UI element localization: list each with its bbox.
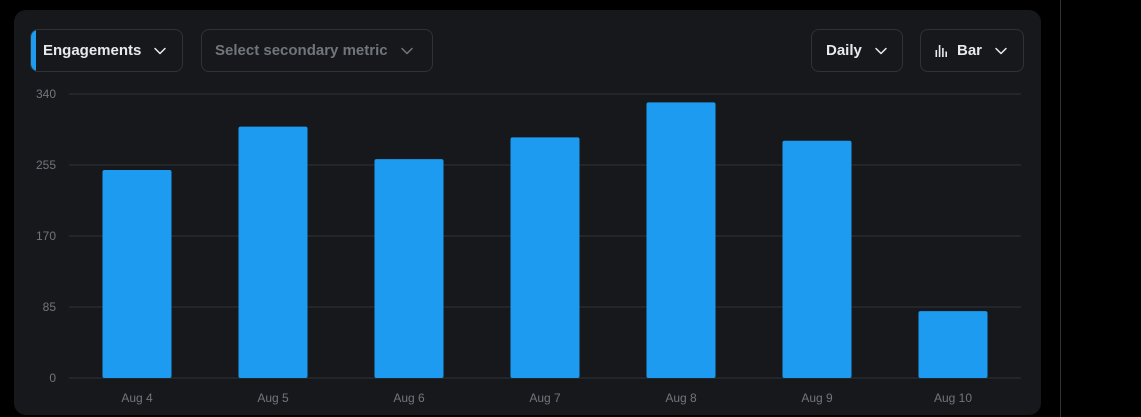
bar-aug-10[interactable]	[918, 311, 988, 378]
chevron-down-icon	[400, 44, 414, 58]
metric-accent-bar	[31, 30, 36, 71]
chevron-down-icon	[874, 44, 888, 58]
chevron-down-icon	[153, 44, 167, 58]
analytics-card: Engagements Select secondary metric Dail…	[14, 10, 1041, 415]
y-tick-label: 340	[36, 87, 56, 101]
primary-metric-label: Engagements	[43, 42, 142, 59]
bar-aug-4[interactable]	[102, 170, 172, 378]
x-tick-label: Aug 8	[665, 391, 697, 405]
x-tick-label: Aug 5	[257, 391, 289, 405]
y-tick-label: 0	[49, 371, 56, 385]
chart-type-dropdown[interactable]: Bar	[920, 29, 1024, 72]
bar-aug-6[interactable]	[374, 159, 444, 378]
x-tick-label: Aug 6	[393, 391, 425, 405]
secondary-metric-dropdown[interactable]: Select secondary metric	[201, 29, 433, 72]
y-tick-label: 85	[43, 300, 57, 314]
chart-type-label: Bar	[957, 42, 983, 59]
x-tick-label: Aug 7	[529, 391, 561, 405]
x-tick-label: Aug 4	[121, 391, 153, 405]
y-tick-label: 170	[36, 229, 56, 243]
bar-chart: 0 85 170 255 340 Aug 4 Aug 5 Aug 6 Aug 7 Aug 8 Aug…	[36, 87, 1021, 405]
primary-metric-dropdown[interactable]: Engagements	[30, 29, 183, 72]
interval-dropdown[interactable]: Daily	[811, 29, 903, 72]
bar-chart-icon	[935, 44, 948, 57]
chevron-down-icon	[994, 44, 1008, 58]
interval-label: Daily	[826, 42, 862, 59]
bar-aug-5[interactable]	[238, 126, 308, 378]
bar-aug-8[interactable]	[646, 102, 716, 379]
y-tick-label: 255	[36, 158, 56, 172]
x-tick-label: Aug 10	[934, 391, 972, 405]
bar-aug-7[interactable]	[510, 137, 580, 378]
x-tick-label: Aug 9	[801, 391, 833, 405]
secondary-metric-placeholder: Select secondary metric	[215, 42, 388, 59]
bar-aug-9[interactable]	[782, 140, 852, 378]
panel-divider	[1060, 0, 1061, 417]
